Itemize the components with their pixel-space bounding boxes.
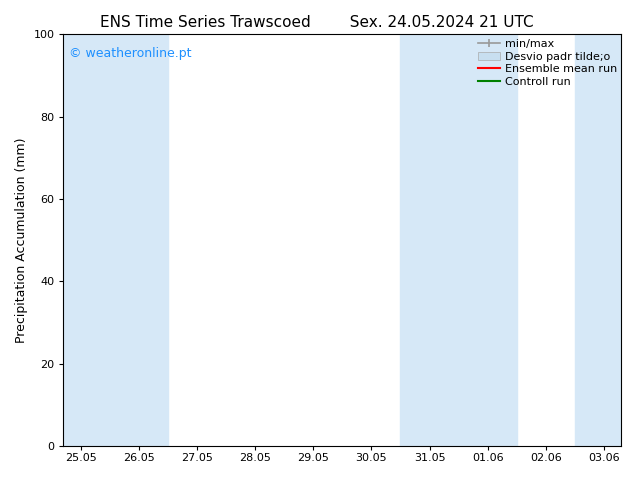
Bar	[110, 34, 168, 446]
Bar	[575, 34, 633, 446]
Bar	[52, 34, 110, 446]
Bar	[458, 34, 517, 446]
Bar	[633, 34, 634, 446]
Legend: min/max, Desvio padr tilde;o, Ensemble mean run, Controll run: min/max, Desvio padr tilde;o, Ensemble m…	[476, 37, 619, 89]
Text: © weatheronline.pt: © weatheronline.pt	[69, 47, 191, 60]
Bar	[401, 34, 458, 446]
Text: ENS Time Series Trawscoed        Sex. 24.05.2024 21 UTC: ENS Time Series Trawscoed Sex. 24.05.202…	[100, 15, 534, 30]
Y-axis label: Precipitation Accumulation (mm): Precipitation Accumulation (mm)	[15, 137, 28, 343]
